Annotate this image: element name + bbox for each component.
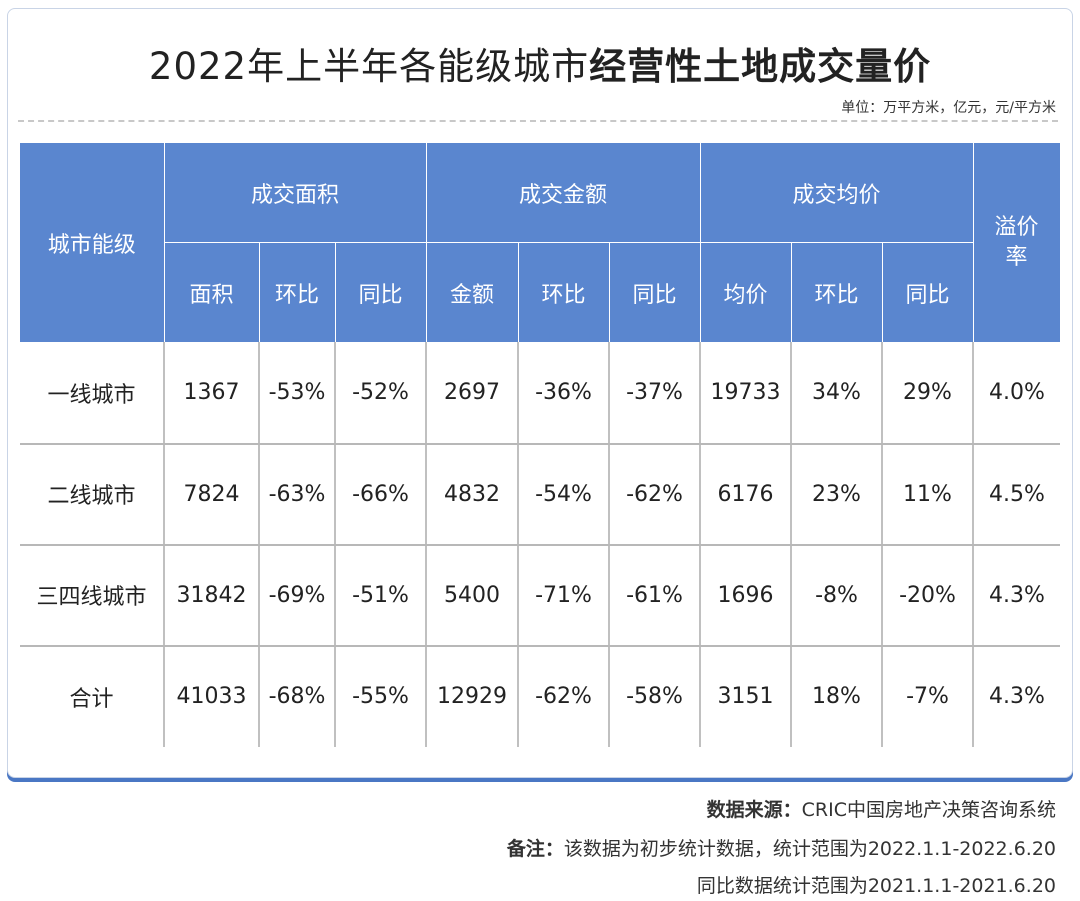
dashed-divider	[18, 120, 1058, 122]
source-note: 数据来源：CRIC中国房地产决策咨询系统	[707, 795, 1056, 822]
subheader-area-mom: 环比	[258, 242, 336, 343]
table-cell: 19733	[700, 342, 792, 445]
table-cell: -8%	[791, 544, 883, 647]
row-label: 一线城市	[20, 342, 165, 445]
row-label: 合计	[20, 645, 165, 747]
table-cell: -55%	[335, 645, 427, 747]
table-cell: -62%	[609, 443, 701, 546]
table-cell: -36%	[518, 342, 610, 445]
subheader-amount: 金额	[425, 242, 519, 343]
table-cell: 6176	[700, 443, 792, 546]
table-cell: -54%	[518, 443, 610, 546]
header-premium-rate: 溢价率	[972, 142, 1061, 343]
table-cell: 23%	[791, 443, 883, 546]
table-cell: -71%	[518, 544, 610, 647]
table-cell: -62%	[518, 645, 610, 747]
table-cell: -68%	[259, 645, 336, 747]
subheader-price-mom: 环比	[790, 242, 883, 343]
subheader-price: 均价	[699, 242, 792, 343]
subheader-area: 面积	[163, 242, 260, 343]
remark-text: 该数据为初步统计数据，统计范围为2022.1.1-2022.6.20	[563, 838, 1056, 860]
table-cell: -7%	[882, 645, 974, 747]
source-text: CRIC中国房地产决策咨询系统	[801, 799, 1056, 821]
subheader-area-yoy: 同比	[334, 242, 427, 343]
table-cell: -69%	[259, 544, 336, 647]
subheader-amount-mom: 环比	[517, 242, 610, 343]
table-cell: 12929	[426, 645, 519, 747]
table-row: 三四线城市 31842 -69% -51% 5400 -71% -61% 169…	[20, 544, 1060, 647]
table-cell: -53%	[259, 342, 336, 445]
table-cell: 11%	[882, 443, 974, 546]
table-cell: 1367	[164, 342, 260, 445]
table-cell: -20%	[882, 544, 974, 647]
unit-label: 单位：万平方米，亿元，元/平方米	[841, 100, 1056, 116]
remark-note-2: 同比数据统计范围为2021.1.1-2021.6.20	[696, 875, 1056, 897]
table-cell: -58%	[609, 645, 701, 747]
table-cell: 31842	[164, 544, 260, 647]
table-cell: -37%	[609, 342, 701, 445]
remark-note: 备注：该数据为初步统计数据，统计范围为2022.1.1-2022.6.20	[507, 834, 1056, 861]
page-title: 2022年上半年各能级城市经营性土地成交量价	[0, 36, 1080, 90]
table-cell: 34%	[791, 342, 883, 445]
header-amount-group: 成交金额	[425, 142, 701, 243]
table-cell: -61%	[609, 544, 701, 647]
table-row: 合计 41033 -68% -55% 12929 -62% -58% 3151 …	[20, 645, 1060, 747]
table-row: 一线城市 1367 -53% -52% 2697 -36% -37% 19733…	[20, 342, 1060, 445]
table-cell: -51%	[335, 544, 427, 647]
table-cell: 2697	[426, 342, 519, 445]
title-normal: 2022年上半年各能级城市	[148, 45, 590, 88]
table-cell: -63%	[259, 443, 336, 546]
subheader-amount-yoy: 同比	[608, 242, 701, 343]
table-cell: -52%	[335, 342, 427, 445]
row-label: 二线城市	[20, 443, 165, 546]
table-row: 二线城市 7824 -63% -66% 4832 -54% -62% 6176 …	[20, 443, 1060, 546]
data-table: 城市能级 成交面积 成交金额 成交均价 溢价率 面积 环比 同比 金额 环比 同…	[20, 142, 1061, 747]
table-cell: 4.5%	[973, 443, 1060, 546]
table-cell: 7824	[164, 443, 260, 546]
table-cell: 3151	[700, 645, 792, 747]
table-cell: 4.3%	[973, 544, 1060, 647]
header-price-group: 成交均价	[699, 142, 974, 243]
table-cell: 29%	[882, 342, 974, 445]
table-cell: 5400	[426, 544, 519, 647]
table-cell: -66%	[335, 443, 427, 546]
row-label: 三四线城市	[20, 544, 165, 647]
table-cell: 18%	[791, 645, 883, 747]
table-cell: 41033	[164, 645, 260, 747]
table-cell: 4.0%	[973, 342, 1060, 445]
table-cell: 1696	[700, 544, 792, 647]
table-cell: 4.3%	[989, 684, 1045, 709]
title-bold: 经营性土地成交量价	[589, 45, 932, 88]
remark-label: 备注：	[506, 838, 564, 860]
header-city-level: 城市能级	[20, 142, 165, 343]
table-cell: 4832	[426, 443, 519, 546]
header-area-group: 成交面积	[163, 142, 427, 243]
subheader-price-yoy: 同比	[881, 242, 974, 343]
source-label: 数据来源：	[706, 799, 802, 821]
